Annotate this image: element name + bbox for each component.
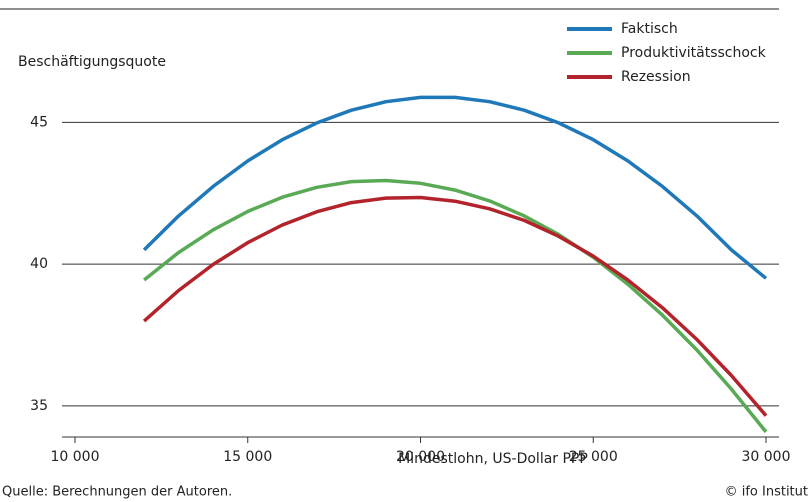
y-axis-label: Beschäftigungsquote [18,54,166,70]
y-tick-label: 35 [30,398,48,414]
x-tick-label: 20 000 [396,449,445,465]
series-line [142,95,768,280]
credit: © ifo Institut [725,485,808,500]
x-tick-label: 25 000 [569,449,618,465]
x-tick-label: 10 000 [51,449,100,465]
x-tick-label: 15 000 [223,449,272,465]
legend-label: Rezession [621,69,691,85]
legend-label: Faktisch [621,21,678,37]
legend-label: Produktivitätsschock [621,45,767,61]
series-line [142,195,768,417]
x-axis-label: Mindestlohn, US-Dollar PPP [398,451,588,467]
series-line [143,178,768,434]
y-tick-label: 45 [30,114,48,130]
x-tick-label: 30 000 [742,449,791,465]
source: Quelle: Berechnungen der Autoren. [2,485,232,500]
y-tick-label: 40 [30,256,48,272]
